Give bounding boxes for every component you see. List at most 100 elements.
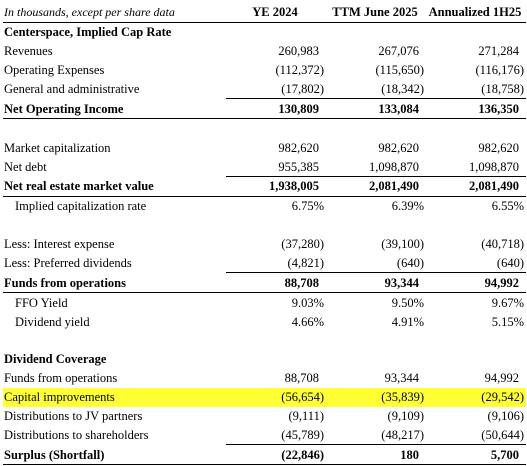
spacer-cell xyxy=(226,119,326,138)
empty-cell xyxy=(326,22,426,41)
cell-value: (9,109) xyxy=(387,409,424,424)
empty-cell xyxy=(226,350,326,369)
column-header: TTM June 2025 xyxy=(326,3,426,23)
cell-value: 1,098,870 xyxy=(369,159,419,174)
cell-value: 136,350 xyxy=(426,98,526,120)
row-label: Surplus (Shortfall) xyxy=(3,444,226,466)
table-row: Operating Expenses (112,372) (115,650) (116… xyxy=(3,61,526,80)
row-label: Net Operating Income xyxy=(3,98,226,120)
spacer-cell xyxy=(226,331,326,350)
cell-value: 130,809 xyxy=(226,98,326,120)
cell-value: 982,620 xyxy=(478,140,519,155)
spacer-row xyxy=(3,331,526,350)
cell-value: 271,284 xyxy=(478,44,519,59)
cell-value: (48,217) xyxy=(381,428,424,443)
cell-value: 133,084 xyxy=(326,98,426,120)
row-label: Net real estate market value xyxy=(3,176,226,197)
cell-value: 6.75% xyxy=(291,199,324,214)
row-label: Operating Expenses xyxy=(4,63,105,78)
table-row: Revenues 260,983 267,076 271,284 xyxy=(3,42,526,61)
cell-value: (29,542) xyxy=(426,387,526,407)
spacer-cell xyxy=(426,119,526,138)
spacer-row xyxy=(3,119,526,138)
spacer-cell xyxy=(426,216,526,235)
row-label: Capital improvements xyxy=(3,387,226,407)
cell-value: (22,846) xyxy=(226,444,326,466)
cell-value: (37,280) xyxy=(281,237,324,252)
cell-value: (50,644) xyxy=(481,428,524,443)
cell-value: 5,700 xyxy=(426,444,526,466)
cell-value: (39,100) xyxy=(381,237,424,252)
row-label: Centerspace, Implied Cap Rate xyxy=(4,25,172,40)
spacer-cell xyxy=(426,331,526,350)
cell-value: (35,839) xyxy=(326,387,426,407)
column-header: Annualized 1H25 xyxy=(426,3,526,23)
row-label: Dividend yield xyxy=(15,314,90,329)
row-label: Distributions to shareholders xyxy=(4,428,149,443)
spacer-cell xyxy=(3,331,226,350)
table-row: Dividend Coverage xyxy=(3,350,526,369)
cell-value: 5.15% xyxy=(491,314,524,329)
cell-value: 94,992 xyxy=(484,371,519,386)
row-label: Revenues xyxy=(4,44,53,59)
table-row: Net real estate market value 1,938,005 2,0… xyxy=(3,176,526,197)
cell-value: 9.67% xyxy=(491,295,524,310)
cell-value: 4.66% xyxy=(291,314,324,329)
table-row: Less: Interest expense (37,280) (39,100) (4… xyxy=(3,235,526,254)
empty-cell xyxy=(426,350,526,369)
cell-value: 1,938,005 xyxy=(226,176,326,197)
empty-cell xyxy=(326,350,426,369)
cell-value: (40,718) xyxy=(481,237,524,252)
cell-value: (9,106) xyxy=(487,409,524,424)
table-row: General and administrative (17,802) (18,34… xyxy=(3,80,526,99)
cell-value: (115,650) xyxy=(375,63,425,78)
row-label: Dividend Coverage xyxy=(4,352,107,367)
spacer-cell xyxy=(226,216,326,235)
table-row: Funds from operations 88,708 93,344 94,992 xyxy=(3,272,526,294)
cell-value: 93,344 xyxy=(326,272,426,294)
row-label: Less: Interest expense xyxy=(4,237,115,252)
row-label: Net debt xyxy=(4,159,47,174)
cell-value: (18,758) xyxy=(481,82,524,96)
cell-value: 9.03% xyxy=(291,295,324,310)
cell-value: 6.39% xyxy=(391,199,424,214)
row-label: Funds from operations xyxy=(4,371,118,386)
cell-value: (18,342) xyxy=(381,82,424,96)
cell-value: (45,789) xyxy=(281,428,324,443)
row-label: Implied capitalization rate xyxy=(15,199,147,214)
cell-value: 982,620 xyxy=(278,140,319,155)
financial-table: In thousands, except per share data YE 20… xyxy=(3,3,526,466)
row-label: Funds from operations xyxy=(3,272,226,294)
spacer-cell xyxy=(3,119,226,138)
cell-value: 1,098,870 xyxy=(469,159,519,174)
table-row: Distributions to JV partners (9,111) (9,10… xyxy=(3,407,526,426)
spacer-row xyxy=(3,216,526,235)
empty-cell xyxy=(226,22,326,41)
table-row: Net debt 955,385 1,098,870 1,098,870 xyxy=(3,157,526,176)
spacer-cell xyxy=(326,119,426,138)
table-row: Distributions to shareholders (45,789) (48… xyxy=(3,426,526,445)
table-row: Implied capitalization rate 6.75% 6.39% 6.5… xyxy=(3,196,526,215)
table-row: Surplus (Shortfall) (22,846) 180 5,700 xyxy=(3,444,526,466)
table-row: Net Operating Income 130,809 133,084 136,35… xyxy=(3,98,526,120)
spacer-cell xyxy=(326,216,426,235)
cell-value: 260,983 xyxy=(278,44,319,59)
table-row: Capital improvements (56,654) (35,839) (29,… xyxy=(3,387,526,407)
empty-cell xyxy=(426,22,526,41)
cell-value: 2,081,490 xyxy=(426,176,526,197)
spacer-cell xyxy=(3,216,226,235)
header-row: In thousands, except per share data YE 20… xyxy=(3,3,526,23)
table-row: Less: Preferred dividends (4,821) (640) (64… xyxy=(3,254,526,273)
row-label: Less: Preferred dividends xyxy=(4,256,132,271)
cell-value: (4,821) xyxy=(287,256,324,271)
cell-value: (640) xyxy=(396,256,424,271)
cell-value: (9,111) xyxy=(288,409,324,424)
cell-value: (17,802) xyxy=(281,82,324,96)
cell-value: 6.55% xyxy=(491,199,524,214)
table-row: Funds from operations 88,708 93,344 94,992 xyxy=(3,369,526,388)
cell-value: (116,176) xyxy=(475,63,525,78)
cell-value: (56,654) xyxy=(226,387,326,407)
spacer-cell xyxy=(326,331,426,350)
cell-value: 88,708 xyxy=(226,272,326,294)
cell-value: 4.91% xyxy=(391,314,424,329)
